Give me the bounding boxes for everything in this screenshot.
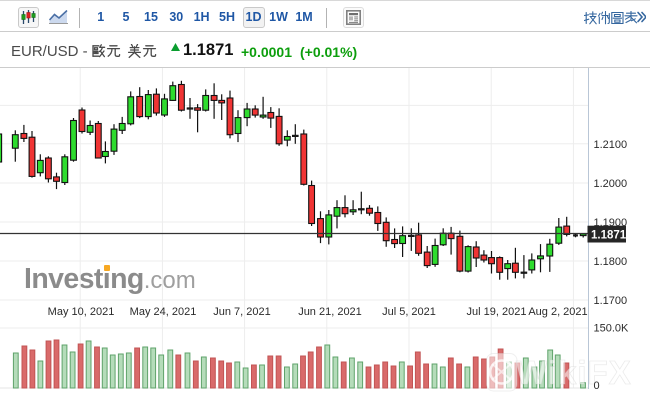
svg-text:May 10, 2021: May 10, 2021: [48, 306, 115, 318]
svg-text:150.0K: 150.0K: [594, 323, 630, 335]
svg-text:1.1900: 1.1900: [594, 217, 628, 229]
svg-text:Jul 5, 2021: Jul 5, 2021: [382, 306, 436, 318]
svg-text:May 24, 2021: May 24, 2021: [130, 306, 197, 318]
svg-text:1.2000: 1.2000: [594, 178, 628, 190]
svg-text:Jul 19, 2021: Jul 19, 2021: [467, 306, 527, 318]
svg-text:0: 0: [594, 380, 600, 392]
svg-text:1.1800: 1.1800: [594, 256, 628, 268]
svg-text:1.1700: 1.1700: [594, 295, 628, 307]
svg-text:1.2100: 1.2100: [594, 139, 628, 151]
svg-text:1.1871: 1.1871: [591, 229, 627, 241]
svg-text:Jun 7, 2021: Jun 7, 2021: [213, 306, 271, 318]
svg-text:Aug 2, 2021: Aug 2, 2021: [528, 306, 587, 318]
svg-text:WikiFX: WikiFX: [516, 354, 632, 391]
svg-text:Jun 21, 2021: Jun 21, 2021: [298, 306, 362, 318]
